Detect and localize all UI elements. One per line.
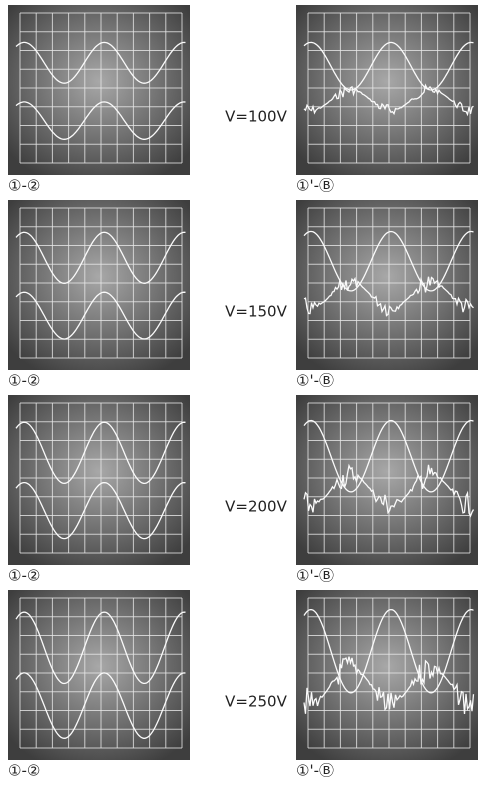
trace [15, 421, 186, 485]
trace [303, 656, 475, 715]
panel-label: ①'-Ⓑ [296, 372, 334, 390]
trace [15, 231, 186, 284]
scope-photo-left [8, 590, 190, 760]
scope-photo-left [8, 395, 190, 565]
panel-label: ①-② [8, 567, 40, 585]
screen [296, 200, 478, 370]
screen [8, 5, 190, 175]
voltage-label: V=150V [225, 303, 287, 321]
screen [296, 5, 478, 175]
scope-photo-right [296, 5, 478, 175]
panel-label: ①'-Ⓑ [296, 762, 334, 780]
trace [303, 230, 474, 292]
scope-photo-right [296, 590, 478, 760]
panel-label: ①'-Ⓑ [296, 177, 334, 195]
trace [15, 101, 186, 140]
scope-photo-left [8, 5, 190, 175]
screen [296, 590, 478, 760]
scope-photo-left [8, 200, 190, 370]
trace [303, 83, 474, 117]
panel-label: ①-② [8, 177, 40, 195]
screen [296, 395, 478, 565]
trace [303, 276, 474, 317]
trace [15, 611, 186, 685]
trace [303, 608, 474, 694]
trace [15, 291, 186, 340]
trace [15, 481, 186, 540]
panel-label: ①-② [8, 762, 40, 780]
trace [15, 672, 186, 739]
scope-photo-right [296, 395, 478, 565]
trace [303, 41, 474, 91]
screen [8, 395, 190, 565]
panel-label: ①-② [8, 372, 40, 390]
scope-photo-right [296, 200, 478, 370]
trace [303, 463, 475, 518]
voltage-label: V=200V [225, 498, 287, 516]
trace [303, 419, 474, 493]
panel-label: ①'-Ⓑ [296, 567, 334, 585]
trace [15, 41, 186, 84]
voltage-label: V=100V [225, 108, 287, 126]
voltage-label: V=250V [225, 693, 287, 711]
screen [8, 200, 190, 370]
